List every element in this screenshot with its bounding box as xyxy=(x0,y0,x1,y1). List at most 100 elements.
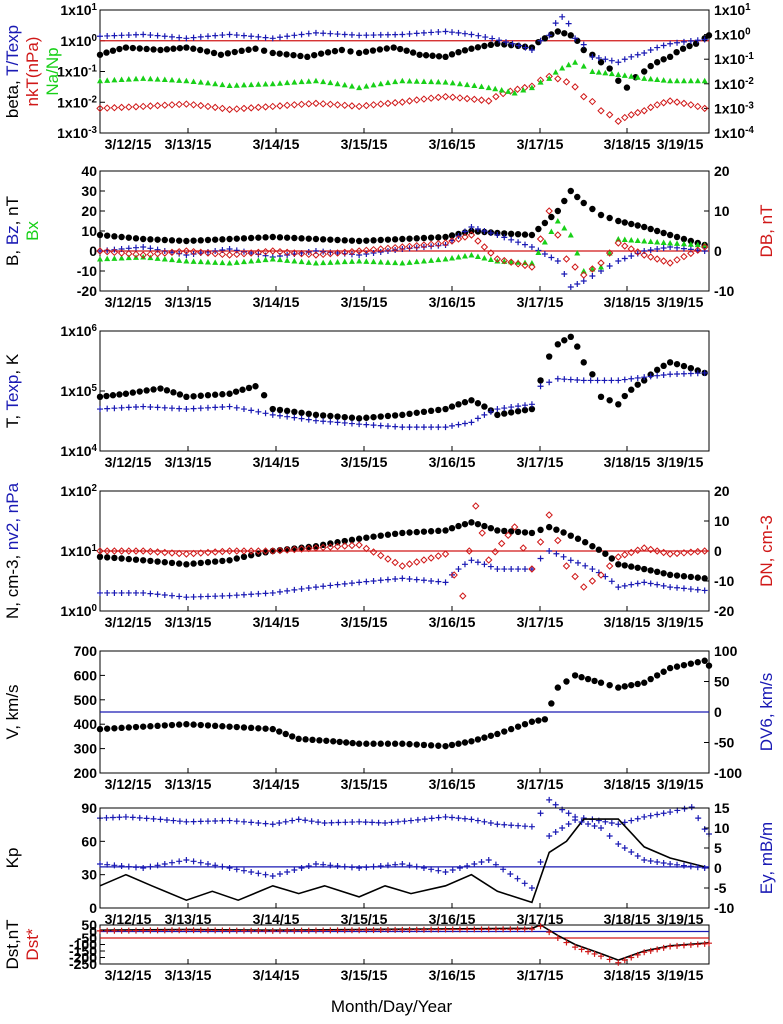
data-point xyxy=(255,33,262,40)
data-point xyxy=(628,681,635,689)
data-point xyxy=(647,47,654,54)
data-point xyxy=(461,30,468,37)
data-point xyxy=(312,417,319,424)
data-point xyxy=(641,68,648,75)
data-point xyxy=(660,229,667,237)
y2-tick-label: -10 xyxy=(714,900,734,916)
data-point xyxy=(468,31,475,38)
data-point xyxy=(413,528,420,536)
data-point xyxy=(694,102,702,111)
data-point xyxy=(233,592,240,599)
data-point xyxy=(464,863,471,869)
data-point xyxy=(132,927,139,934)
data-point xyxy=(111,405,118,412)
data-point xyxy=(420,926,427,933)
data-point xyxy=(602,69,609,76)
data-point xyxy=(260,392,268,399)
x-tick-label: 3/17/15 xyxy=(517,294,564,310)
data-point xyxy=(132,103,140,111)
data-point xyxy=(608,57,615,64)
data-point xyxy=(589,273,596,279)
y-tick-label: 1x101 xyxy=(60,2,97,19)
data-point xyxy=(262,590,269,597)
data-point xyxy=(312,235,320,243)
data-point xyxy=(561,197,568,205)
data-point xyxy=(409,49,417,56)
data-point xyxy=(233,82,240,88)
y-tick-label: -20 xyxy=(77,283,97,299)
data-point xyxy=(233,818,240,825)
data-point xyxy=(312,77,319,84)
data-point xyxy=(701,36,708,43)
data-point xyxy=(248,407,255,414)
data-point xyxy=(284,33,291,40)
data-point xyxy=(143,387,150,394)
data-point xyxy=(545,353,553,360)
data-point xyxy=(521,529,529,536)
data-point xyxy=(111,255,118,261)
data-point xyxy=(537,526,544,534)
data-point xyxy=(406,259,413,265)
data-point xyxy=(398,98,407,106)
data-point xyxy=(204,392,212,399)
data-point xyxy=(122,44,130,51)
data-point xyxy=(660,362,667,370)
data-point xyxy=(494,406,501,413)
x-tick-label: 3/15/15 xyxy=(341,454,388,470)
data-point xyxy=(377,245,385,253)
data-point xyxy=(298,258,305,265)
data-point xyxy=(176,257,183,263)
series-line xyxy=(99,818,705,904)
data-point xyxy=(317,50,325,57)
data-point xyxy=(602,56,609,63)
data-point xyxy=(541,251,548,257)
data-point xyxy=(298,31,305,38)
data-point xyxy=(474,736,482,743)
data-point xyxy=(153,249,162,258)
data-point xyxy=(97,256,103,262)
data-point xyxy=(212,927,219,934)
data-point xyxy=(640,251,648,259)
data-point xyxy=(377,551,385,560)
data-point xyxy=(212,404,219,411)
data-point xyxy=(442,926,449,933)
y2-tick-label: 1x10-3 xyxy=(714,100,754,117)
data-point xyxy=(219,723,226,730)
data-point xyxy=(248,81,255,88)
data-point xyxy=(212,259,219,265)
data-point xyxy=(680,240,687,247)
data-point xyxy=(245,46,252,53)
y2-tick-label: 1x10-1 xyxy=(714,51,754,68)
data-point xyxy=(501,410,508,417)
data-point xyxy=(298,409,305,416)
data-point xyxy=(217,51,225,58)
data-point xyxy=(276,50,283,57)
data-point xyxy=(456,926,463,933)
data-point xyxy=(481,403,488,410)
data-point xyxy=(435,53,443,60)
data-point xyxy=(680,573,688,580)
y-axis-label-2: Bx xyxy=(23,221,42,241)
data-point xyxy=(362,101,371,110)
data-point xyxy=(240,553,248,561)
data-point xyxy=(666,97,674,105)
data-point xyxy=(320,418,327,425)
data-point xyxy=(615,236,622,242)
data-point xyxy=(406,235,413,242)
data-point xyxy=(407,817,414,824)
data-point xyxy=(96,247,104,255)
data-point xyxy=(97,248,103,254)
data-point xyxy=(136,814,143,821)
data-point xyxy=(176,593,183,600)
data-point xyxy=(225,547,234,555)
data-point xyxy=(602,550,609,557)
data-point xyxy=(561,271,568,277)
data-point xyxy=(595,546,603,553)
data-point xyxy=(147,723,154,730)
data-point xyxy=(391,99,399,107)
data-point xyxy=(334,31,341,38)
data-point xyxy=(291,414,298,421)
data-point xyxy=(330,738,337,745)
data-point xyxy=(289,817,296,824)
data-point xyxy=(580,583,588,591)
